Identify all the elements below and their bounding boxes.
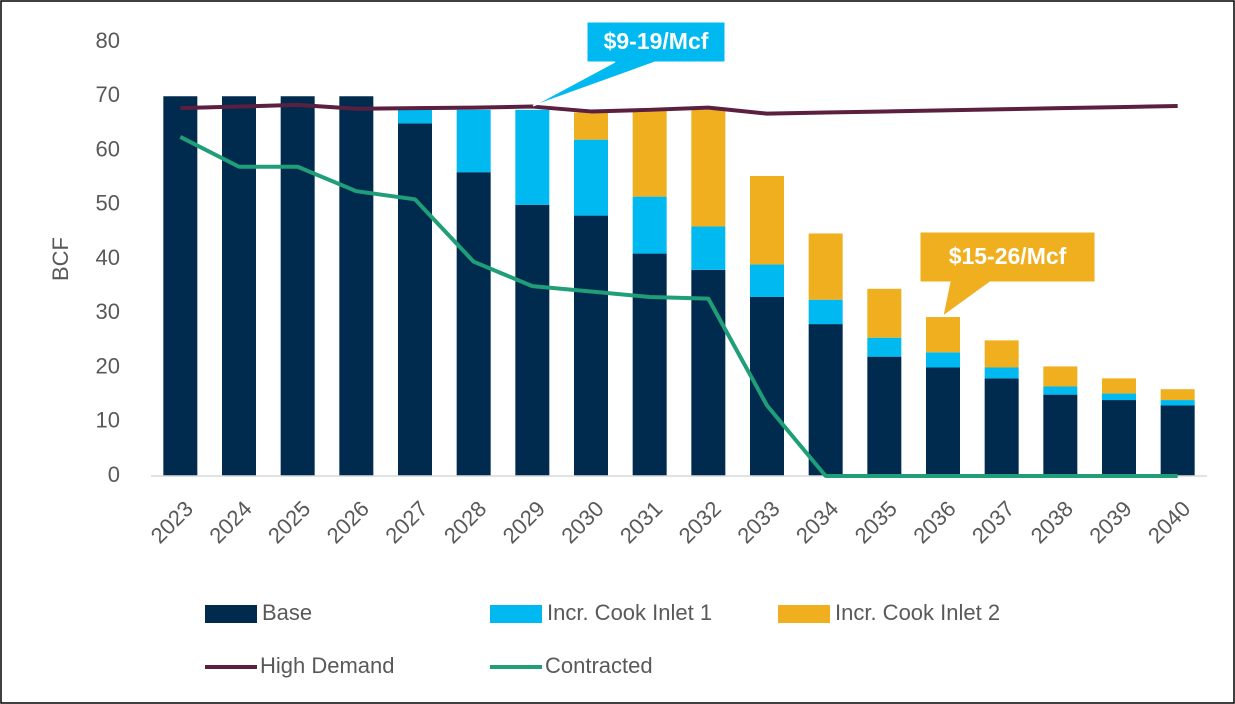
bar-segment <box>867 337 902 357</box>
callout-shape <box>919 231 1096 318</box>
bar-segment <box>632 196 667 254</box>
y-tick-label: 80 <box>96 28 120 53</box>
x-tick-label: 2024 <box>204 496 256 548</box>
callout-text: $9-19/Mcf <box>604 28 709 54</box>
bar-segment <box>163 96 198 476</box>
bar-segment <box>984 367 1019 379</box>
bar-segment <box>984 378 1019 476</box>
bar-segment <box>456 172 491 476</box>
legend-label: Base <box>262 600 312 625</box>
x-tick-label: 2037 <box>967 496 1019 548</box>
x-tick-label: 2034 <box>791 496 843 548</box>
bar-segment <box>808 324 843 476</box>
bar-segment <box>574 112 608 140</box>
bar-segment <box>1102 393 1136 401</box>
legend-label: Contracted <box>545 653 653 678</box>
legend-swatch <box>490 605 542 623</box>
bar-segment <box>1160 400 1195 406</box>
bar-segment <box>632 109 667 197</box>
line-series <box>180 102 1178 116</box>
bar-segment <box>515 109 550 205</box>
x-tick-label: 2029 <box>498 496 550 548</box>
legend-label: High Demand <box>260 653 395 678</box>
x-tick-label: 2036 <box>908 496 960 548</box>
bar-segment <box>926 317 960 353</box>
bar-segment <box>574 139 608 216</box>
x-tick-label: 2039 <box>1084 496 1136 548</box>
bar-segment <box>691 226 726 270</box>
bar-segment <box>1160 389 1195 401</box>
x-tick-label: 2030 <box>556 496 608 548</box>
legend-label: Incr. Cook Inlet 2 <box>835 600 1000 625</box>
legend-swatch <box>778 605 830 623</box>
bar-segment <box>926 367 960 476</box>
bar-segment <box>339 96 374 476</box>
bar-segment <box>1043 366 1078 387</box>
bar-segment <box>1160 405 1195 476</box>
bar-segment <box>1043 386 1078 395</box>
y-tick-label: 50 <box>96 191 120 216</box>
bar-segment <box>808 299 843 325</box>
bar-segment <box>456 109 491 173</box>
bar-segment <box>867 288 902 338</box>
x-tick-label: 2027 <box>380 496 432 548</box>
legend-label: Incr. Cook Inlet 1 <box>547 600 712 625</box>
bar-segment <box>1043 394 1078 476</box>
line-series <box>179 135 1178 478</box>
y-tick-label: 70 <box>96 82 120 107</box>
y-tick-label: 30 <box>96 299 120 324</box>
bar-segment <box>691 269 726 476</box>
x-tick-label: 2033 <box>732 496 784 548</box>
x-tick-label: 2031 <box>615 496 667 548</box>
bar-segment <box>222 96 256 476</box>
legend-swatch <box>205 605 257 623</box>
bar-segment <box>574 215 608 476</box>
x-tick-label: 2023 <box>146 496 198 548</box>
x-tick-label: 2040 <box>1143 496 1195 548</box>
bar-segment <box>984 340 1019 368</box>
x-tick-label: 2025 <box>263 496 315 548</box>
x-tick-label: 2038 <box>1026 496 1078 548</box>
bar-segment <box>750 175 784 265</box>
y-tick-label: 20 <box>96 353 120 378</box>
y-tick-label: 0 <box>108 462 120 487</box>
callout-shape <box>532 21 726 107</box>
y-tick-label: 60 <box>96 136 120 161</box>
bar-segment <box>280 96 315 476</box>
x-tick-label: 2035 <box>850 496 902 548</box>
bar-segment <box>867 356 902 476</box>
bar-segment <box>1102 378 1136 394</box>
y-tick-label: 10 <box>96 408 120 433</box>
x-tick-label: 2032 <box>674 496 726 548</box>
bar-segment <box>398 109 432 124</box>
x-tick-label: 2028 <box>439 496 491 548</box>
y-tick-label: 40 <box>96 245 120 270</box>
y-axis-label: BCF <box>48 237 73 281</box>
bar-segment <box>691 109 726 227</box>
bar-segment <box>632 253 667 476</box>
x-tick-label: 2026 <box>322 496 374 548</box>
bar-segment <box>926 352 960 368</box>
bar-segment <box>750 264 784 297</box>
bar-segment <box>1102 400 1136 476</box>
callout-text: $15-26/Mcf <box>949 243 1067 269</box>
bar-segment <box>515 204 550 476</box>
bar-segment <box>808 233 843 300</box>
bar-segment <box>398 123 432 476</box>
